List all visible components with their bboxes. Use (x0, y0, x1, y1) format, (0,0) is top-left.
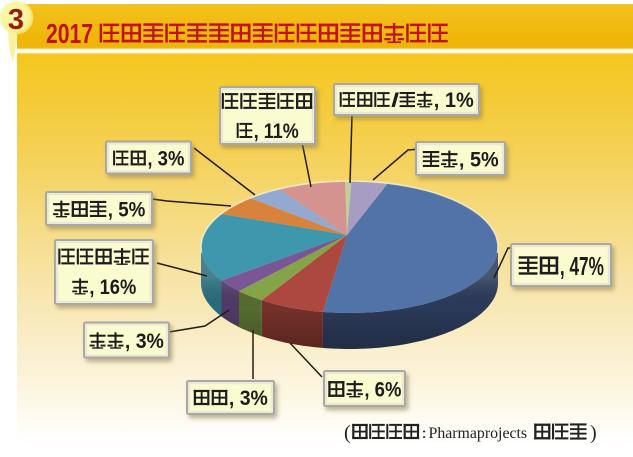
svg-text:, 3%: , 3% (229, 387, 268, 410)
svg-text:, 5%: , 5% (108, 199, 146, 222)
svg-text:, 3%: , 3% (125, 330, 164, 353)
svg-text:Pharmaprojects: Pharmaprojects (429, 425, 528, 442)
svg-text:/: / (391, 90, 400, 111)
svg-text:, 3%: , 3% (147, 148, 184, 171)
svg-text:, 11%: , 11% (254, 120, 299, 143)
svg-text:, 1%: , 1% (434, 89, 474, 112)
svg-text:2017: 2017 (46, 18, 93, 49)
svg-text:, 5%: , 5% (459, 149, 499, 172)
svg-text:3: 3 (8, 4, 24, 36)
svg-text::: : (422, 425, 427, 442)
svg-text:, 16%: , 16% (89, 276, 136, 299)
svg-text:, 6%: , 6% (364, 379, 401, 402)
svg-text:(: ( (344, 422, 351, 444)
svg-text:): ) (590, 422, 597, 444)
svg-text:, 47%: , 47% (560, 251, 604, 281)
